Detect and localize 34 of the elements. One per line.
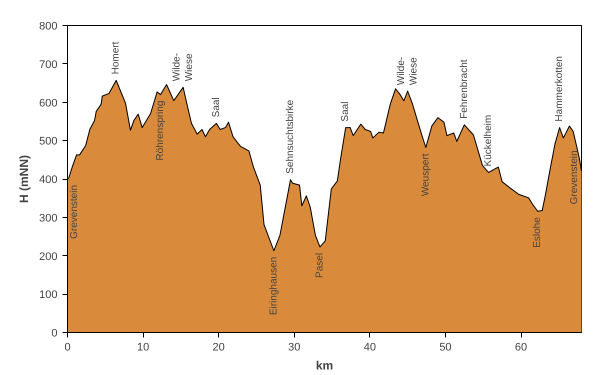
annotation: Röhrenspring (154, 100, 166, 161)
y-tick-label: 200 (39, 250, 58, 263)
y-tick-label: 100 (39, 289, 58, 302)
annotation: Fehrenbracht (458, 59, 470, 119)
x-axis-title: km (316, 358, 334, 372)
annotation: Kückelheim (483, 114, 494, 166)
annotation: Wilde- Wiese (171, 52, 195, 82)
x-tick-label: 10 (136, 342, 150, 354)
y-axis-title: H (mNN) (17, 154, 32, 203)
annotation: Weuspert (420, 153, 432, 196)
y-tick-label: 500 (39, 136, 58, 148)
x-tick-label: 20 (212, 342, 225, 354)
annotation: Grevenstein (569, 150, 580, 204)
y-tick-label: 0 (51, 328, 58, 340)
annotation: Eiringhausen (268, 256, 280, 316)
y-tick-label: 600 (39, 97, 58, 110)
annotation: Grevenstein (69, 184, 80, 239)
annotation: Saal (340, 102, 352, 122)
y-tick-label: 700 (39, 58, 58, 71)
x-tick-label: 40 (364, 342, 376, 354)
annotation: Sehnsuchtsbirke (284, 99, 296, 174)
annotation: Eslohe (532, 216, 544, 248)
x-tick-label: 30 (288, 342, 300, 354)
x-tick-label: 60 (514, 342, 528, 354)
y-tick-label: 300 (39, 212, 58, 224)
annotation: Homert (110, 41, 122, 74)
annotation: Saal (210, 97, 222, 118)
y-tick-label: 400 (39, 174, 58, 186)
annotation: Pasel (314, 252, 326, 278)
x-tick-label: 50 (439, 342, 452, 354)
y-tick-label: 800 (39, 20, 58, 32)
annotation: Hammerkotten (554, 56, 566, 122)
annotation: Wilde- Wiese (396, 56, 420, 86)
x-tick-label: 0 (64, 342, 71, 354)
